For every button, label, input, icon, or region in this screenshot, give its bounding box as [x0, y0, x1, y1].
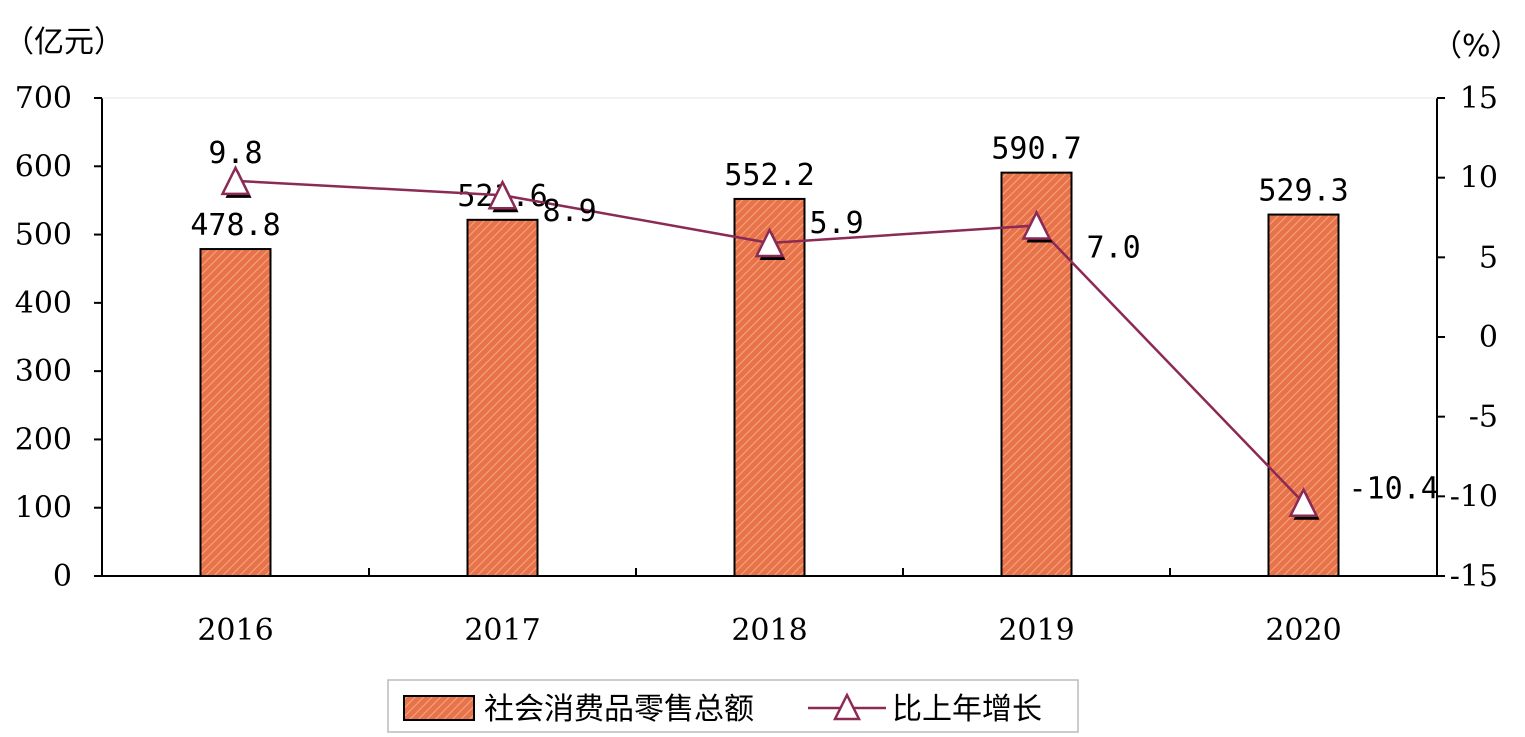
- left-tick-label: 100: [15, 491, 72, 526]
- growth-value-label: 7.0: [1087, 230, 1141, 265]
- bar-series: [199, 171, 1340, 577]
- triangle-marker: [1288, 486, 1319, 517]
- right-axis-ticks: -15 -10 -5 0 5 10 15: [1437, 81, 1498, 594]
- bar-value-label: 552.2: [724, 158, 814, 193]
- x-axis-ticks: 2016 2017 2018 2019 2020: [197, 568, 1342, 648]
- left-tick-label: 500: [15, 218, 72, 253]
- bar-value-label: 478.8: [190, 208, 280, 243]
- right-tick-label: -15: [1450, 559, 1498, 594]
- legend-frame: [387, 679, 1079, 733]
- growth-value-label: -10.4: [1349, 472, 1439, 507]
- triangle-marker: [487, 179, 518, 210]
- x-tick-label: 2020: [1265, 613, 1341, 648]
- legend-bar-swatch: [403, 695, 475, 721]
- right-tick-label: 0: [1479, 320, 1498, 355]
- left-tick-label: 600: [15, 149, 72, 184]
- triangle-marker: [1021, 209, 1052, 240]
- left-tick-label: 400: [15, 286, 72, 321]
- x-tick-label: 2019: [998, 613, 1074, 648]
- right-axis-unit: （%）: [1432, 29, 1521, 64]
- left-axis-ticks: 0 100 200 300 400 500 600 700: [15, 81, 102, 594]
- triangle-marker: [220, 165, 251, 196]
- line-labels: 9.8 8.9 5.9 7.0 -10.4: [208, 136, 1438, 507]
- bar-value-label: 529.3: [1258, 174, 1348, 209]
- bar: [199, 248, 272, 577]
- legend-line-label: 比上年增长: [892, 692, 1042, 727]
- bar: [733, 197, 806, 577]
- right-tick-label: 15: [1460, 81, 1498, 116]
- bar-value-label: 590.7: [991, 132, 1081, 167]
- legend-bar-label: 社会消费品零售总额: [484, 692, 754, 727]
- x-tick-label: 2017: [464, 613, 540, 648]
- line-series: [220, 165, 1320, 520]
- right-tick-label: 5: [1479, 240, 1498, 275]
- left-tick-label: 0: [53, 559, 72, 594]
- right-tick-label: -5: [1469, 400, 1498, 435]
- left-tick-label: 200: [15, 422, 72, 457]
- left-tick-label: 300: [15, 354, 72, 389]
- x-tick-label: 2018: [731, 613, 807, 648]
- triangle-marker: [754, 227, 785, 258]
- growth-value-label: 8.9: [543, 194, 597, 229]
- left-axis-unit: （亿元）: [4, 25, 124, 60]
- right-tick-label: -10: [1450, 479, 1498, 514]
- right-tick-label: 10: [1460, 161, 1498, 196]
- bar: [466, 218, 539, 577]
- x-tick-label: 2016: [197, 613, 273, 648]
- left-tick-label: 700: [15, 81, 72, 116]
- growth-value-label: 5.9: [810, 206, 864, 241]
- legend-triangle-icon: [832, 692, 862, 721]
- growth-value-label: 9.8: [208, 136, 262, 171]
- bar: [1267, 213, 1340, 577]
- legend: 社会消费品零售总额 比上年增长: [387, 679, 1079, 733]
